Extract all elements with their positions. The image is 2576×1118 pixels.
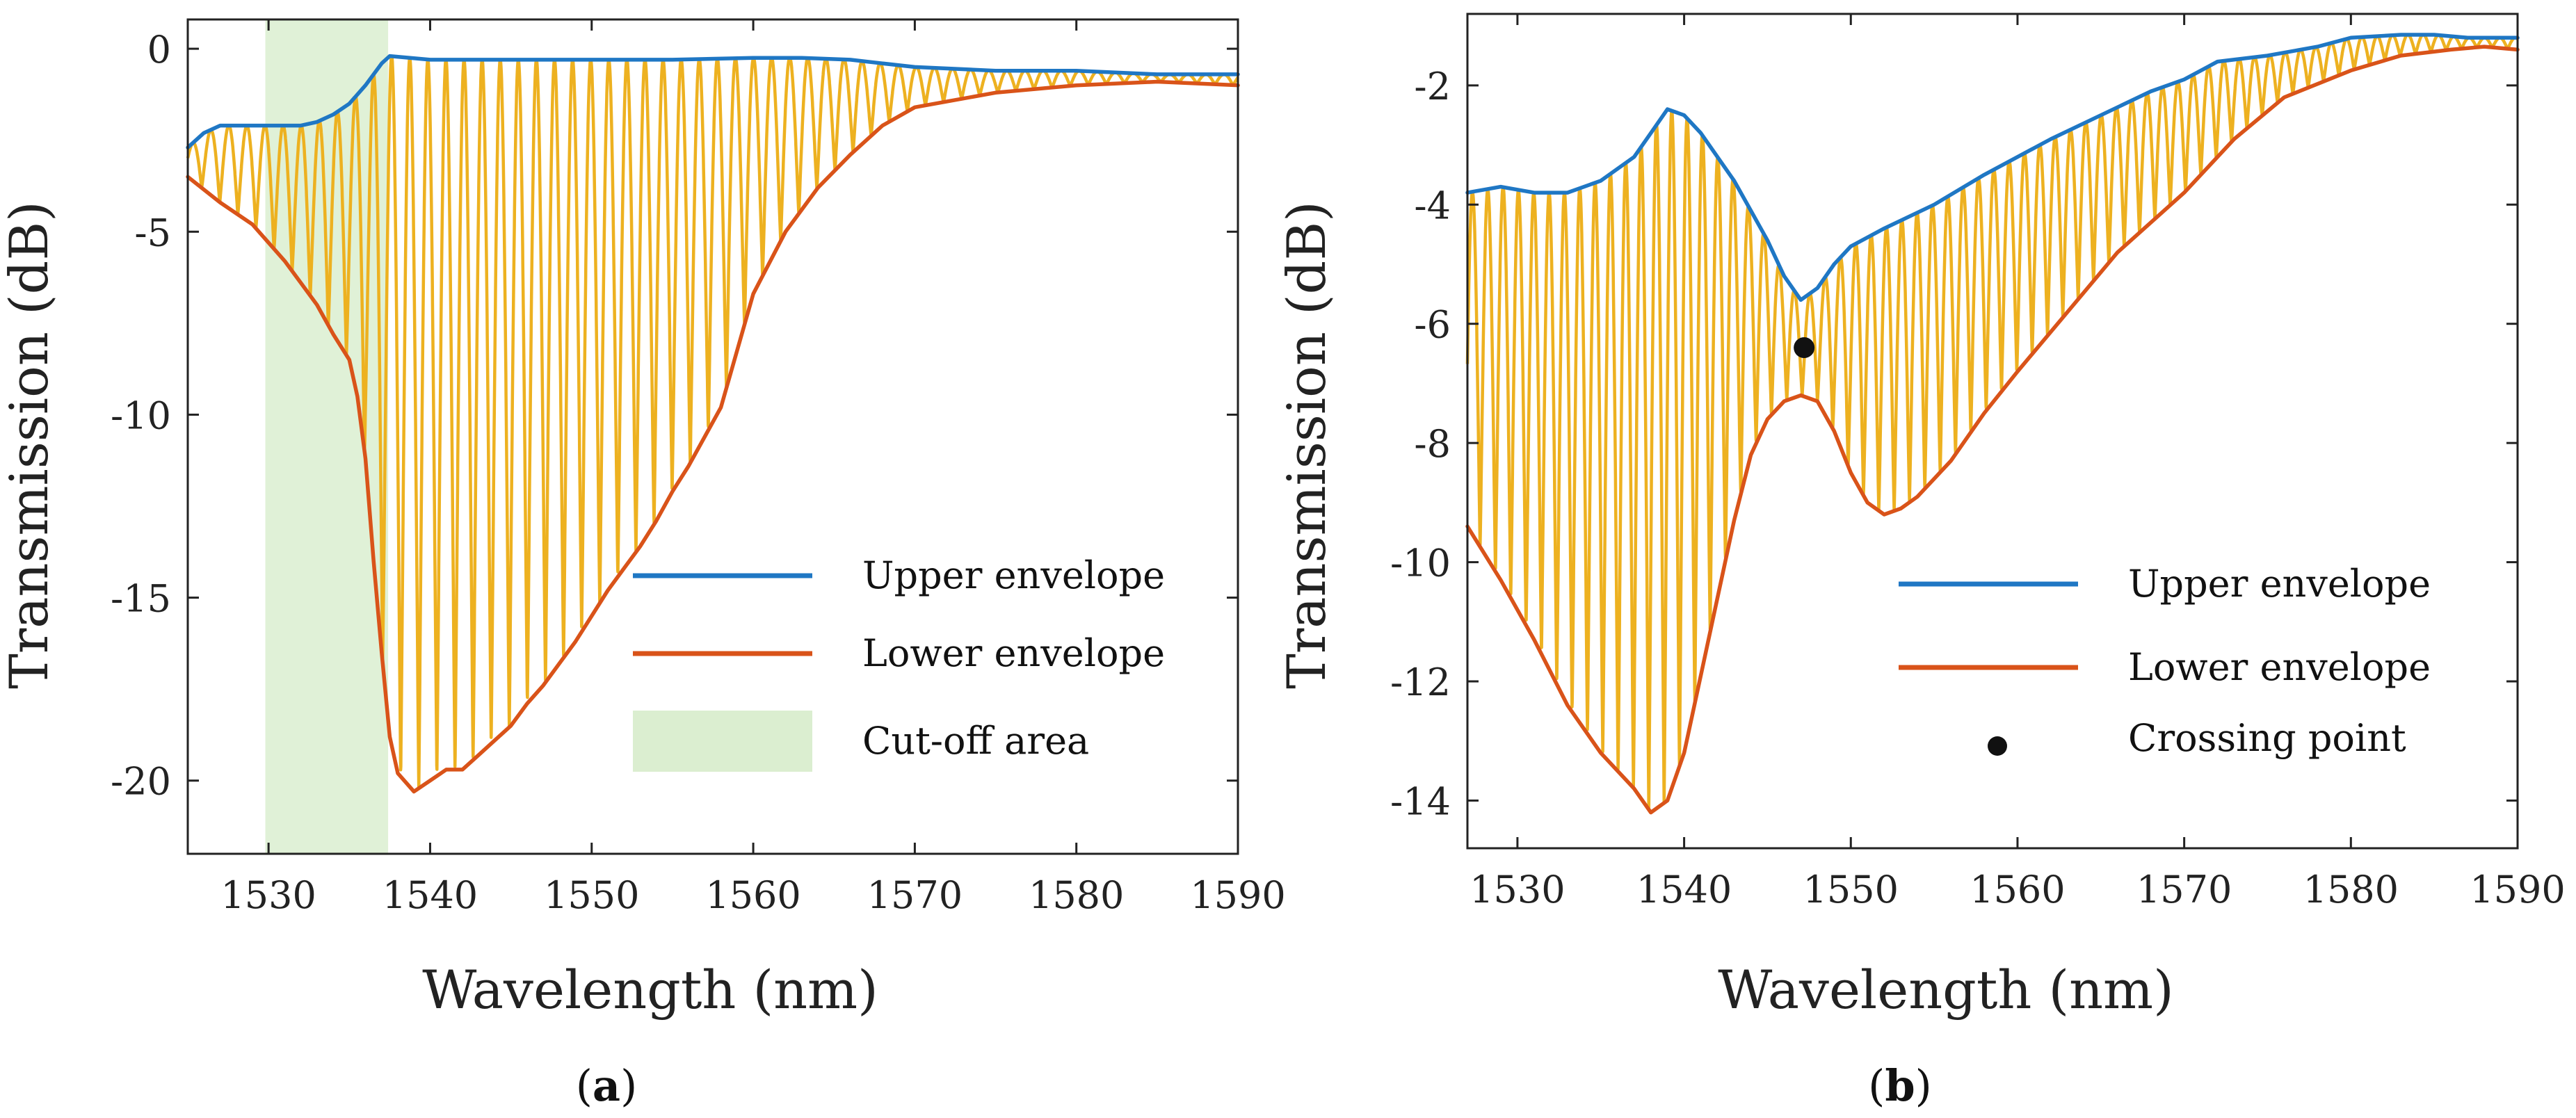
x-tick-label: 1560 bbox=[705, 873, 800, 917]
legend-a-upper-label: Upper envelope bbox=[862, 553, 1165, 597]
x-tick-label: 1580 bbox=[2303, 868, 2399, 912]
legend-b-crossing-label: Crossing point bbox=[2128, 716, 2406, 760]
x-tick-label: 1540 bbox=[1636, 868, 1732, 912]
lower-envelope-line bbox=[1465, 44, 2520, 815]
plot-a-frame bbox=[186, 18, 1239, 855]
panel-b-y-axis-label: Transmission (dB) bbox=[1275, 201, 1337, 689]
y-tick-label: -4 bbox=[1414, 184, 1451, 227]
panel-b-legend: Upper envelope Lower envelope Crossing p… bbox=[1899, 562, 2431, 760]
x-tick-label: 1550 bbox=[1803, 868, 1899, 912]
crossing-point-marker bbox=[1794, 337, 1815, 358]
legend-b-crossing-marker bbox=[1988, 736, 2007, 756]
panel-b-caption-close: ) bbox=[1915, 1060, 1932, 1111]
legend-a-cutoff-swatch bbox=[633, 711, 812, 772]
x-tick-label: 1570 bbox=[2136, 868, 2232, 912]
upper-envelope-line bbox=[186, 54, 1240, 149]
y-tick-label: -10 bbox=[1390, 542, 1451, 585]
panel-a-caption-letter: a bbox=[593, 1060, 620, 1111]
x-tick-label: 1590 bbox=[1190, 873, 1285, 917]
fringe-trace bbox=[1465, 33, 2519, 811]
upper-envelope-line bbox=[1465, 33, 2520, 302]
panel-a-chart: 1530 1540 1550 1560 1570 1580 1590 0 -5 -10 -15 -20… bbox=[0, 18, 1286, 1111]
y-tick-label: -8 bbox=[1414, 422, 1451, 466]
y-tick-label: -5 bbox=[134, 211, 171, 254]
legend-a-cutoff-label: Cut-off area bbox=[862, 719, 1089, 763]
panel-b-caption: (b) bbox=[1868, 1060, 1932, 1111]
x-tick-label: 1580 bbox=[1029, 873, 1124, 917]
panel-a-caption-close: ) bbox=[620, 1060, 637, 1111]
y-tick-label: 0 bbox=[147, 28, 171, 72]
y-tick-label: -6 bbox=[1414, 303, 1451, 347]
y-tick-label: -14 bbox=[1390, 779, 1451, 823]
panel-a-caption: (a) bbox=[576, 1060, 638, 1111]
x-tick-label: 1550 bbox=[544, 873, 639, 917]
x-tick-label: 1530 bbox=[220, 873, 316, 917]
panel-a-y-axis-label: Transmission (dB) bbox=[0, 201, 60, 689]
lower-envelope-line bbox=[186, 79, 1240, 794]
panel-b-x-axis-label: Wavelength (nm) bbox=[1718, 959, 2174, 1021]
panel-b-caption-open: ( bbox=[1868, 1060, 1885, 1111]
y-tick-label: -2 bbox=[1414, 65, 1451, 108]
panel-b-caption-letter: b bbox=[1885, 1060, 1915, 1111]
x-tick-label: 1530 bbox=[1470, 868, 1565, 912]
x-tick-label: 1570 bbox=[867, 873, 963, 917]
y-tick-label: -20 bbox=[111, 760, 171, 804]
panel-b-chart: 1530 1540 1550 1560 1570 1580 1590 -2 -4 -6 -8 -10 -… bbox=[1275, 13, 2566, 1111]
x-tick-label: 1560 bbox=[1970, 868, 2065, 912]
x-tick-label: 1590 bbox=[2470, 868, 2565, 912]
panel-a-x-axis-label: Wavelength (nm) bbox=[422, 959, 878, 1021]
legend-b-lower-label: Lower envelope bbox=[2128, 645, 2431, 689]
legend-b-upper-label: Upper envelope bbox=[2128, 562, 2431, 606]
y-tick-label: -10 bbox=[111, 394, 171, 437]
y-tick-label: -15 bbox=[111, 577, 171, 621]
x-tick-label: 1540 bbox=[383, 873, 478, 917]
legend-a-lower-label: Lower envelope bbox=[862, 631, 1165, 675]
plot-b-frame bbox=[1466, 13, 2519, 850]
y-tick-label: -12 bbox=[1390, 661, 1451, 704]
panel-a-caption-open: ( bbox=[576, 1060, 593, 1111]
panel-a-legend: Upper envelope Lower envelope Cut-off ar… bbox=[633, 553, 1165, 772]
